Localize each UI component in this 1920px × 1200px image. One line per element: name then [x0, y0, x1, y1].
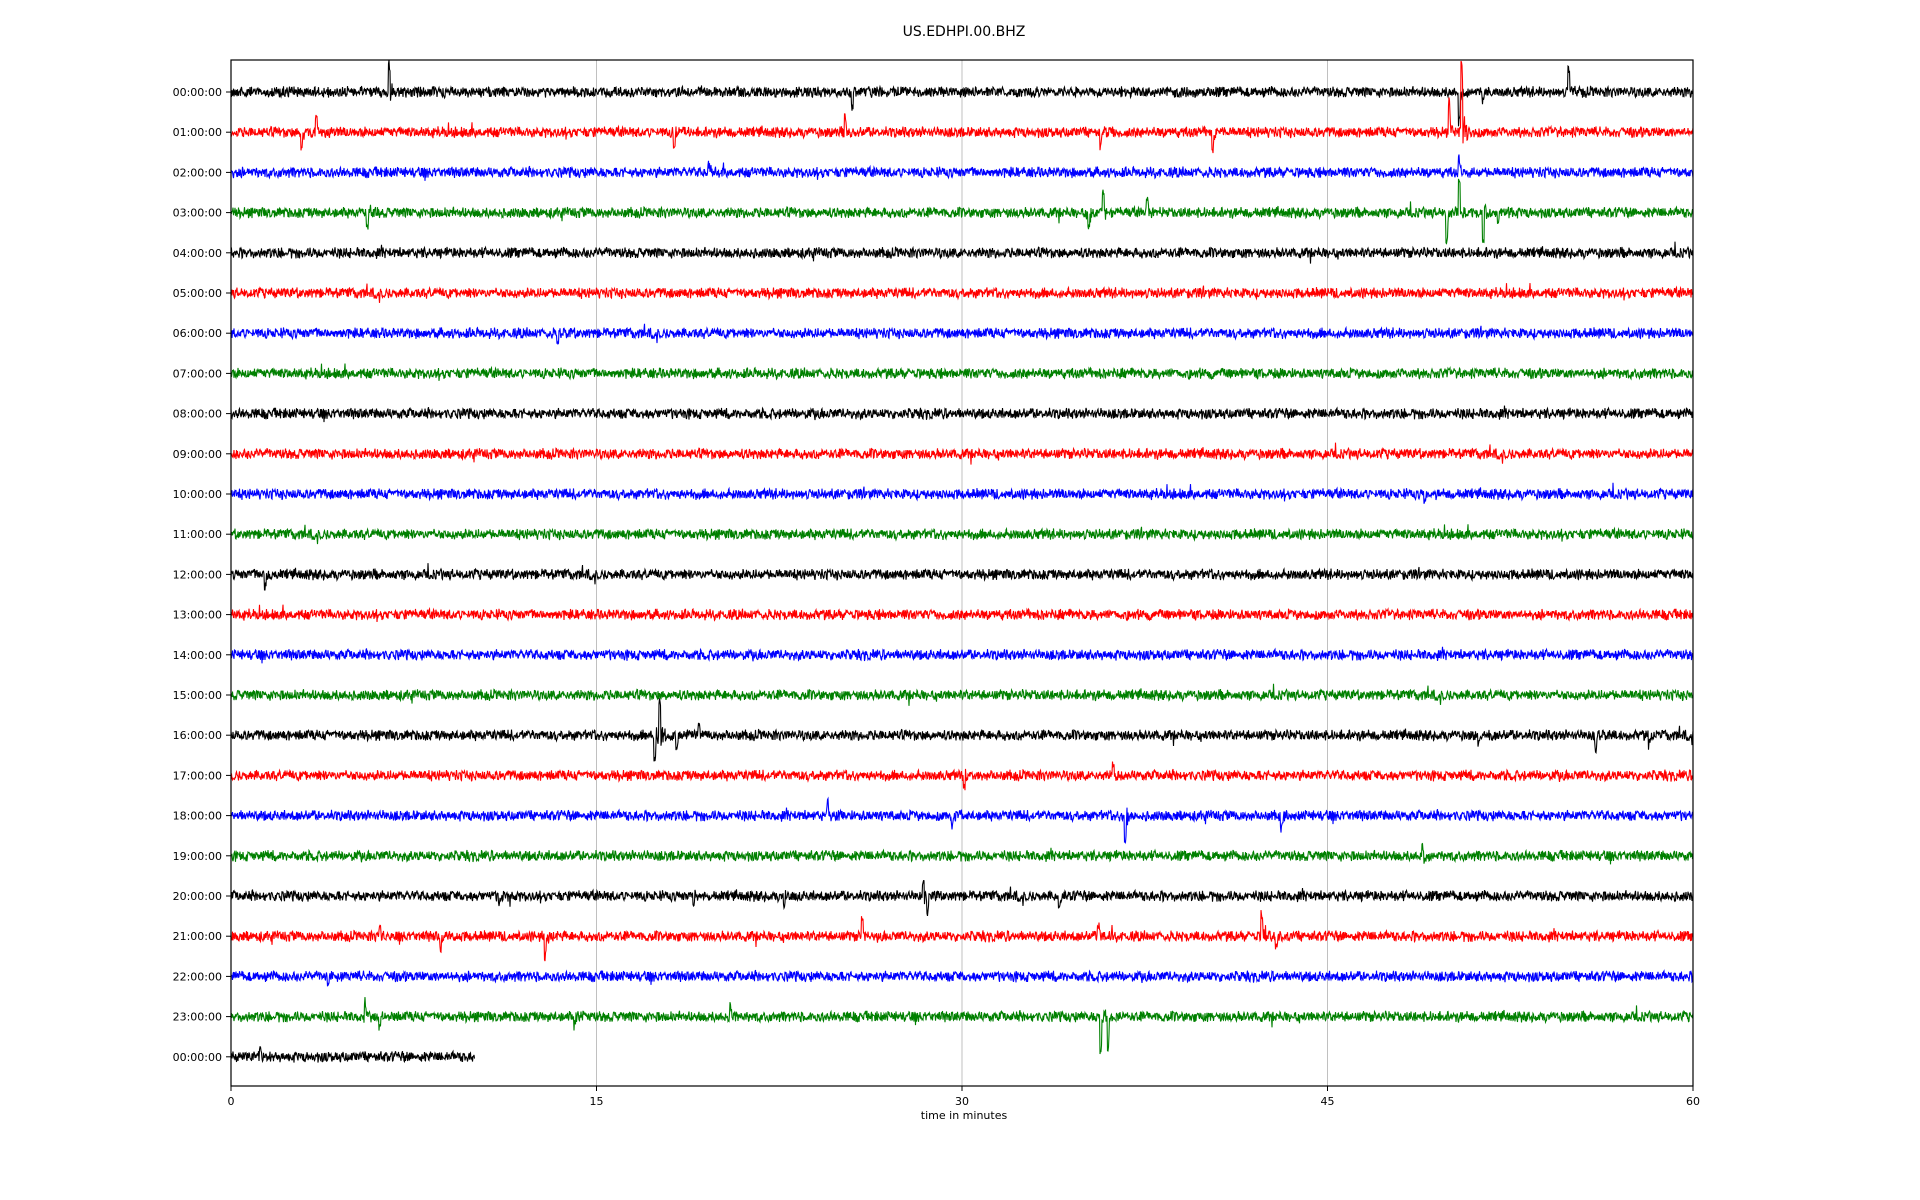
trace-14	[230, 646, 1694, 664]
trace-0	[230, 60, 1694, 127]
y-tick-label: 19:00:00	[173, 850, 222, 863]
trace-24	[230, 1046, 476, 1064]
y-tick-label: 05:00:00	[173, 287, 222, 300]
trace-7	[230, 363, 1694, 381]
y-tick-label: 07:00:00	[173, 367, 222, 380]
trace-9	[230, 442, 1694, 465]
traces	[230, 60, 1694, 1064]
x-axis: 0 15 30 45 60	[228, 1086, 1700, 1108]
trace-6	[230, 323, 1694, 346]
trace-13	[230, 604, 1694, 623]
y-tick-label: 21:00:00	[173, 930, 222, 943]
x-tick-label: 15	[590, 1095, 604, 1108]
y-tick-label: 06:00:00	[173, 327, 222, 340]
y-tick-label: 23:00:00	[173, 1011, 222, 1024]
y-tick-label: 00:00:00	[173, 86, 222, 99]
y-tick-label: 02:00:00	[173, 166, 222, 179]
y-tick-label: 14:00:00	[173, 649, 222, 662]
trace-15	[230, 683, 1694, 706]
trace-3	[230, 178, 1694, 245]
y-axis: 00:00:00 01:00:00 02:00:00 03:00:00 04:00:00…	[173, 86, 231, 1064]
y-tick-label: 22:00:00	[173, 970, 222, 983]
trace-19	[230, 842, 1694, 865]
trace-21	[230, 910, 1694, 962]
y-tick-label: 16:00:00	[173, 729, 222, 742]
x-axis-label: time in minutes	[921, 1109, 1008, 1122]
y-tick-label: 13:00:00	[173, 609, 222, 622]
trace-22	[230, 969, 1694, 987]
y-tick-label: 01:00:00	[173, 126, 222, 139]
trace-5	[230, 283, 1694, 303]
trace-8	[230, 405, 1694, 423]
y-tick-label: 17:00:00	[173, 769, 222, 782]
trace-23	[230, 997, 1694, 1055]
y-tick-label: 03:00:00	[173, 207, 222, 220]
trace-1	[230, 60, 1694, 154]
y-tick-label: 20:00:00	[173, 890, 222, 903]
y-tick-label: 00:00:00	[173, 1051, 222, 1064]
y-tick-label: 11:00:00	[173, 528, 222, 541]
trace-10	[230, 482, 1694, 504]
trace-17	[230, 761, 1694, 791]
y-tick-label: 12:00:00	[173, 568, 222, 581]
y-tick-label: 04:00:00	[173, 247, 222, 260]
trace-11	[230, 524, 1694, 545]
chart-title: US.EDHPI.00.BHZ	[903, 24, 1026, 40]
x-tick-label: 45	[1321, 1095, 1335, 1108]
y-tick-label: 18:00:00	[173, 810, 222, 823]
x-tick-label: 0	[228, 1095, 235, 1108]
trace-2	[230, 154, 1694, 181]
trace-4	[230, 241, 1694, 264]
y-tick-label: 10:00:00	[173, 488, 222, 501]
trace-18	[230, 796, 1694, 845]
y-tick-label: 15:00:00	[173, 689, 222, 702]
x-tick-label: 30	[955, 1095, 969, 1108]
trace-16	[230, 698, 1694, 762]
y-tick-label: 08:00:00	[173, 408, 222, 421]
y-tick-label: 09:00:00	[173, 448, 222, 461]
trace-20	[230, 879, 1694, 917]
trace-12	[230, 563, 1694, 591]
x-tick-label: 60	[1686, 1095, 1700, 1108]
